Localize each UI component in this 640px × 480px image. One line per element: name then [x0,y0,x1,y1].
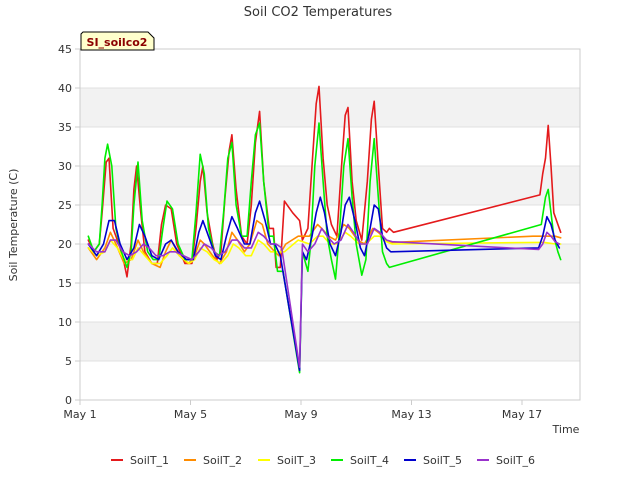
x-tick-label: May 9 [284,408,317,421]
series-lines [87,85,562,374]
x-tick-label: May 1 [63,408,96,421]
legend-label: SoilT_4 [350,454,389,467]
y-tick-label: 30 [58,160,72,173]
y-axis-label: Soil Temperature (C) [7,169,20,282]
y-tick-label: 20 [58,238,72,251]
background-bands [80,88,580,361]
grid-band [80,322,580,361]
y-tick-label: 35 [58,121,72,134]
grid-band [80,166,580,205]
site-tag-box [80,31,155,51]
legend-label: SoilT_6 [496,454,535,467]
x-tick-label: May 17 [502,408,542,421]
y-tick-label: 0 [65,394,72,407]
y-tick-label: 10 [58,316,72,329]
chart-title: Soil CO2 Temperatures [244,5,393,20]
legend-label: SoilT_1 [130,454,169,467]
site-tag-label: SI_soilco2 [87,36,148,49]
legend: SoilT_1 SoilT_2 SoilT_3 SoilT_4 SoilT_5 SoilT… [111,454,535,467]
y-tick-label: 45 [58,43,72,56]
series-line-soilt-4 [87,122,562,374]
x-tick-label: May 13 [391,408,431,421]
site-tag: SI_soilco2 [80,31,155,51]
legend-label: SoilT_3 [277,454,316,467]
x-axis-label: Time [552,423,580,436]
y-tick-label: 15 [58,277,72,290]
plot-area-frame [79,48,581,401]
series-line-soilt-2 [87,219,562,269]
x-tick-label: May 5 [174,408,207,421]
series-line-soilt-5 [87,196,561,372]
legend-label: SoilT_5 [423,454,462,467]
series-line-soilt-6 [87,223,561,368]
y-tick-label: 25 [58,199,72,212]
y-axis-ticks: 0 5 10 15 20 25 30 35 40 45 [58,43,80,407]
grid-band [80,88,580,127]
y-tick-label: 5 [65,355,72,368]
legend-label: SoilT_2 [203,454,242,467]
x-axis-ticks: May 1 May 5 May 9 May 13 May 17 [63,400,542,421]
series-line-soilt-3 [87,231,562,265]
y-tick-label: 40 [58,82,72,95]
